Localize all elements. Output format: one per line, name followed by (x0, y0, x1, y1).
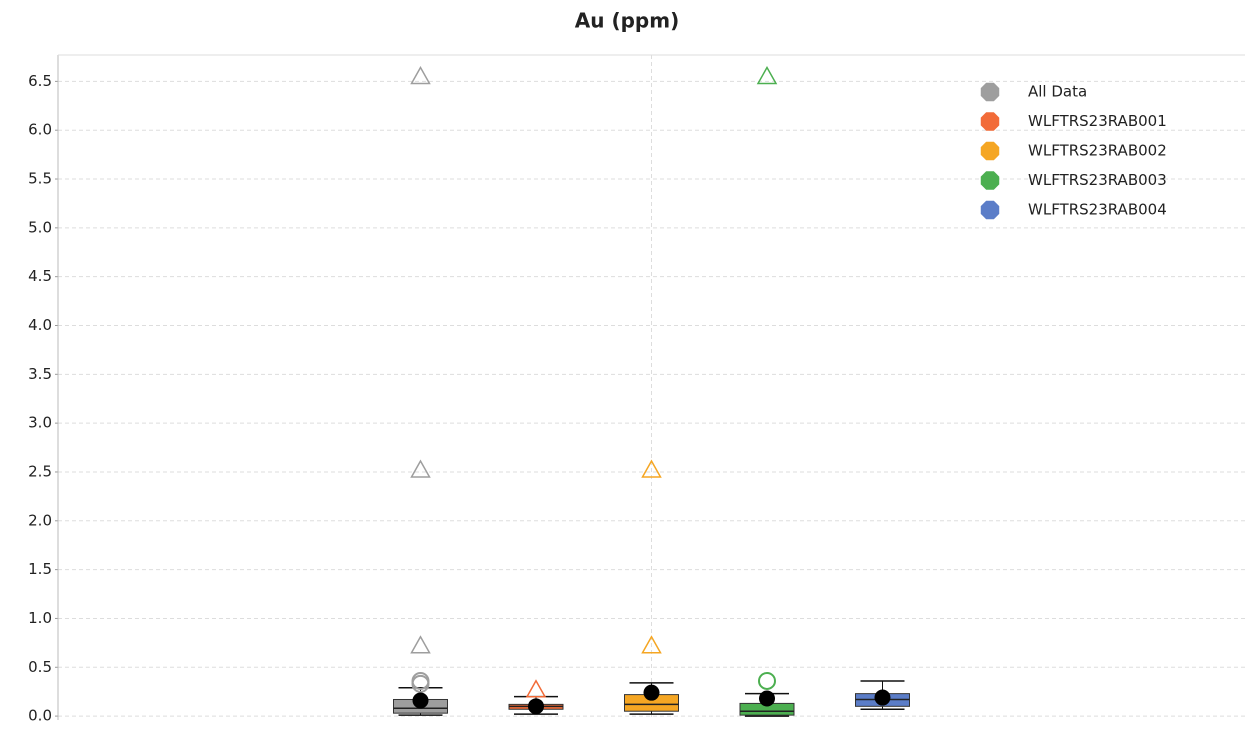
y-tick-label: 6.5 (28, 72, 52, 90)
chart-title: Au (ppm) (575, 9, 679, 33)
legend-label: WLFTRS23RAB004 (1028, 201, 1167, 219)
extreme (410, 459, 431, 478)
y-tick-label: 3.0 (28, 414, 52, 432)
y-tick-label: 5.5 (28, 170, 52, 188)
legend-marker (980, 200, 1000, 220)
outlier (411, 671, 430, 690)
y-tick-label: 4.0 (28, 316, 52, 334)
legend-label: WLFTRS23RAB003 (1028, 171, 1167, 189)
y-tick-label: 5.0 (28, 218, 52, 236)
y-tick-label: 0.0 (28, 707, 52, 725)
mean (874, 689, 891, 706)
legend-label: WLFTRS23RAB002 (1028, 142, 1167, 160)
legend-label: All Data (1028, 83, 1087, 101)
extreme (756, 65, 778, 85)
y-tick-label: 0.5 (28, 658, 52, 676)
y-tick-label: 3.5 (28, 365, 52, 383)
legend-marker (980, 82, 1000, 102)
y-tick-label: 4.5 (28, 267, 52, 285)
mean (643, 684, 660, 701)
extreme (410, 65, 431, 85)
extreme (525, 679, 547, 698)
mean (759, 690, 775, 707)
y-tick-label: 2.5 (28, 462, 52, 480)
y-tick-label: 2.0 (28, 511, 52, 529)
extreme (641, 459, 662, 478)
legend-label: WLFTRS23RAB001 (1028, 112, 1167, 130)
mean (412, 692, 429, 709)
y-tick-label: 1.5 (28, 560, 52, 578)
extreme (641, 635, 662, 654)
mean (528, 698, 544, 715)
extreme (410, 635, 431, 654)
legend-marker (980, 112, 1000, 131)
legend-marker (980, 171, 1000, 190)
y-tick-label: 1.0 (28, 609, 52, 627)
legend-marker (980, 141, 1000, 161)
outlier (758, 671, 776, 690)
y-tick-label: 6.0 (28, 121, 52, 139)
